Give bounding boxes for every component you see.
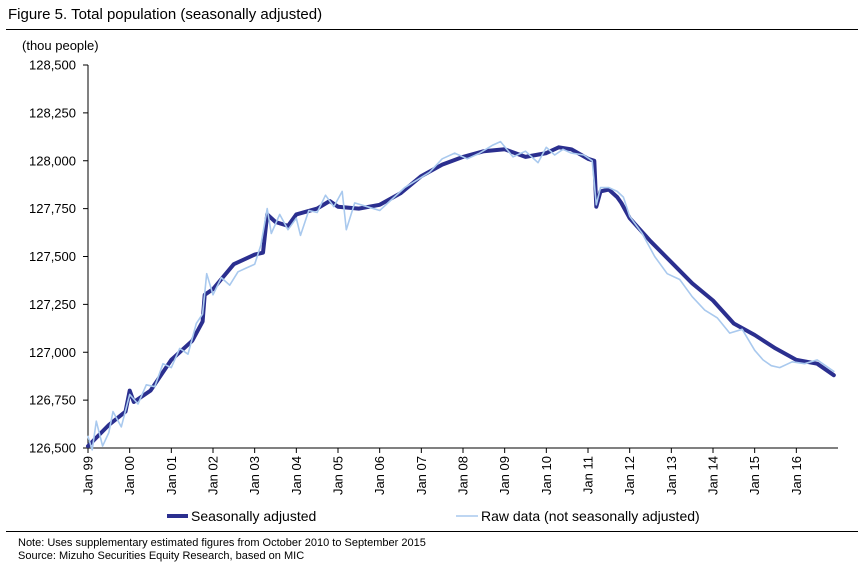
y-tick-label: 127,000 [29, 345, 76, 360]
x-tick-label: Jan 15 [747, 456, 762, 495]
y-tick-label: 126,750 [29, 393, 76, 408]
legend-label: Seasonally adjusted [191, 508, 316, 524]
x-tick-label: Jan 05 [331, 456, 346, 495]
figure-title: Figure 5. Total population (seasonally a… [8, 6, 323, 23]
y-axis-label: (thou people) [22, 38, 99, 53]
series-line-raw-data [87, 140, 835, 451]
y-tick-label: 127,250 [29, 297, 76, 312]
x-tick-label: Jan 16 [789, 456, 804, 495]
x-tick-label: Jan 04 [289, 456, 304, 495]
title-divider [6, 29, 858, 30]
source-line: Source: Mizuho Securities Equity Researc… [18, 550, 305, 562]
chart-axes [87, 65, 838, 449]
y-tick-label: 127,500 [29, 249, 76, 264]
x-tick-label: Jan 08 [456, 456, 471, 495]
legend-label: Raw data (not seasonally adjusted) [481, 508, 700, 524]
x-tick-label: Jan 12 [622, 456, 637, 495]
y-tick-label: 128,250 [29, 105, 76, 120]
x-tick-label: Jan 02 [206, 456, 221, 495]
x-tick-label: Jan 07 [414, 456, 429, 495]
x-tick-label: Jan 09 [497, 456, 512, 495]
series-line-seasonally-adjusted [86, 145, 836, 449]
y-tick-label: 126,500 [29, 441, 76, 456]
line-chart: 126,500 126,750 127,000 127,250 127,500 127,7… [29, 58, 838, 524]
x-tick-label: Jan 13 [664, 456, 679, 495]
x-tick-label: Jan 10 [539, 456, 554, 495]
footer-divider [6, 531, 858, 532]
x-tick-label: Jan 06 [372, 456, 387, 495]
chart-legend: Seasonally adjusted Raw data (not seasona… [167, 508, 700, 524]
series-group [86, 140, 836, 451]
y-axis-ticks: 126,500 126,750 127,000 127,250 127,500 127,7… [29, 58, 88, 456]
y-tick-label: 128,500 [29, 58, 76, 73]
x-tick-label: Jan 11 [581, 456, 596, 494]
x-tick-label: Jan 03 [247, 456, 262, 495]
y-tick-label: 128,000 [29, 153, 76, 168]
x-tick-label: Jan 99 [81, 456, 96, 495]
x-tick-label: Jan 14 [706, 456, 721, 495]
y-tick-label: 127,750 [29, 201, 76, 216]
x-tick-label: Jan 01 [164, 456, 179, 495]
x-tick-label: Jan 00 [122, 456, 137, 495]
footnote: Note: Uses supplementary estimated figur… [18, 537, 426, 549]
x-axis-ticks: Jan 99 Jan 00 Jan 01 Jan 02 Jan 03 Jan 04 Jan … [81, 448, 804, 495]
